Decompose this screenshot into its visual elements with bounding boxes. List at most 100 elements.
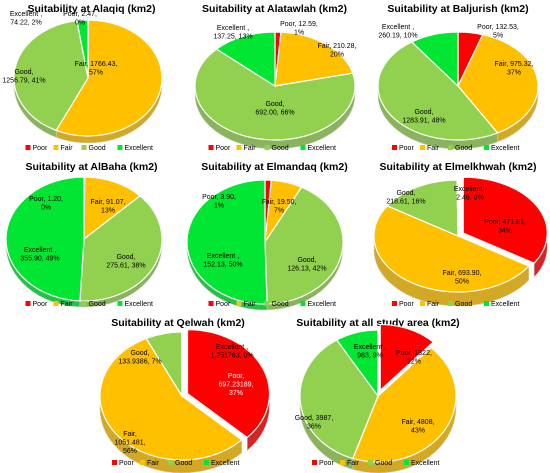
legend-swatch-good — [448, 145, 453, 150]
legend-swatch-fair — [420, 301, 425, 306]
data-label-good: Good, 692.00, 66% — [255, 101, 294, 117]
data-label-excellent: Excellent , 1.251763, 0% — [210, 344, 253, 360]
legend-label-fair: Fair — [347, 460, 360, 467]
legend-swatch-fair — [340, 460, 345, 465]
legend-label-fair: Fair — [244, 145, 257, 152]
slice-excellent — [5, 176, 85, 302]
data-label-poor: Poor, 3.90, 1% — [202, 194, 236, 210]
data-label-excellent: Excellent , 74.22, 2% — [10, 11, 42, 27]
legend-swatch-excellent — [117, 301, 123, 306]
legend-swatch-poor — [25, 301, 31, 306]
legend-swatch-poor — [312, 460, 317, 465]
slice-fair — [457, 33, 539, 134]
chart-title: Suitability at Elmandaq (km2) — [201, 161, 347, 173]
data-label-good: Good, 3987, 36% — [295, 415, 334, 431]
legend-label-fair: Fair — [61, 145, 74, 152]
legend-label-poor: Poor — [33, 145, 48, 152]
slice-excellent — [335, 329, 379, 398]
legend-label-excellent: Excellent — [125, 145, 153, 152]
slice-fair — [55, 19, 163, 137]
legend-swatch-poor — [392, 145, 397, 150]
data-label-excellent: Excellent , 152.13, 50% — [203, 253, 242, 269]
data-label-fair: Fair, 1766.43, 57% — [75, 61, 118, 77]
legend-swatch-poor — [25, 145, 31, 150]
legend-swatch-excellent — [117, 145, 123, 150]
slice-poor — [379, 323, 435, 392]
chart-title: Suitability at Qelwah (km2) — [111, 317, 245, 329]
legend-swatch-poor — [208, 145, 214, 150]
data-label-fair: Fair, 1051.481, 56% — [114, 431, 145, 455]
data-label-good: Good, 133.9386, 7% — [118, 350, 161, 366]
legend-swatch-poor — [112, 460, 117, 465]
chart-title: Suitability at AlBaha (km2) — [25, 161, 157, 173]
data-label-poor: Poor, 132.53, 5% — [477, 24, 519, 40]
pie-chart-5: Suitability at Elmandaq (km2) Poor, 3.90,… — [186, 161, 348, 311]
legend-swatch-fair — [236, 145, 242, 150]
data-label-poor: Poor, 1.20, 0% — [29, 196, 63, 212]
legend-label-good: Good — [455, 145, 472, 152]
slice-good — [79, 195, 163, 302]
data-label-poor: Poor, 2.47, 0% — [63, 11, 97, 27]
data-label-fair: Fair, 4808, 43% — [401, 419, 434, 435]
slice-good — [386, 179, 459, 237]
legend-swatch-excellent — [300, 145, 306, 150]
legend-swatch-good — [264, 145, 270, 150]
legend-swatch-good — [81, 301, 87, 306]
legend-swatch-excellent — [404, 460, 409, 465]
slice-excellent — [410, 31, 459, 88]
pie-chart-7: Suitability at Qelwah (km2) Poor, 697.2318… — [99, 317, 271, 473]
legend-label-fair: Fair — [427, 301, 440, 308]
slice-excellent — [76, 19, 89, 79]
data-label-excellent: Excellent , 137.25, 13% — [213, 25, 252, 41]
pie-chart-6: Suitability at Elmelkhwah (km2) Poor, 471… — [373, 161, 548, 308]
data-label-poor: Poor, 697.23189, 37% — [218, 373, 253, 397]
legend-label-excellent: Excellent — [308, 301, 336, 308]
legend-label-excellent: Excellent — [125, 301, 153, 308]
legend-label-poor: Poor — [119, 460, 134, 467]
legend-label-poor: Poor — [399, 301, 414, 308]
legend-label-poor: Poor — [33, 301, 48, 308]
legend-label-excellent: Excellent — [211, 460, 239, 467]
legend-label-excellent: Excellent — [491, 301, 519, 308]
data-label-fair: Fair, 91.07, 13% — [90, 199, 125, 215]
slice-excellent — [456, 179, 459, 237]
data-label-fair: Fair, 975.32, 37% — [495, 61, 534, 77]
slice-excellent — [186, 179, 268, 305]
chart-title: Suitability at Elmelkhwah (km2) — [380, 161, 537, 173]
legend-label-fair: Fair — [244, 301, 257, 308]
slice-good — [264, 186, 344, 305]
data-label-good: Good, 1283.91, 48% — [402, 109, 445, 125]
legend-label-good: Good — [175, 460, 192, 467]
slice-fair — [83, 176, 141, 241]
legend-swatch-good — [168, 460, 173, 465]
legend-label-good: Good — [272, 145, 289, 152]
legend-swatch-fair — [53, 145, 59, 150]
slice-fair — [352, 346, 457, 463]
chart-title: Suitability at Baljurish (km2) — [387, 3, 528, 15]
legend-label-fair: Fair — [147, 460, 160, 467]
legend-label-poor: Poor — [319, 460, 334, 467]
slice-fair — [373, 205, 530, 293]
chart-title: Suitability at Alatawlah (km2) — [202, 3, 347, 15]
legend-swatch-fair — [420, 145, 425, 150]
slice-fair — [99, 337, 243, 461]
pie-chart-2: Suitability at Alatawlah (km2) Poor, 12.5… — [194, 3, 357, 152]
legend-label-fair: Fair — [427, 145, 440, 152]
data-label-poor: Poor, 12.59, 1% — [280, 21, 318, 37]
legend-label-excellent: Excellent — [308, 145, 336, 152]
data-label-poor: Poor, 471.81, 34% — [484, 219, 526, 235]
chart-title: Suitability at all study area (km2) — [296, 317, 459, 329]
legend-swatch-excellent — [204, 460, 209, 465]
legend-swatch-excellent — [484, 301, 489, 306]
data-label-good: Good, 275.61, 38% — [106, 254, 145, 270]
legend-label-good: Good — [89, 301, 106, 308]
legend-swatch-good — [264, 301, 270, 306]
legend-swatch-good — [448, 301, 453, 306]
pie-chart-8: Suitability at all study area (km2) Poor,… — [295, 317, 460, 473]
slice-good — [377, 41, 499, 141]
legend-label-poor: Poor — [399, 145, 414, 152]
pie-chart-1: Suitability at Alaqiq (km2)Poor, 2.47, 0%… — [2, 3, 163, 152]
slice-fair — [274, 31, 354, 87]
data-label-good: Good, 218.61, 16% — [386, 190, 425, 206]
